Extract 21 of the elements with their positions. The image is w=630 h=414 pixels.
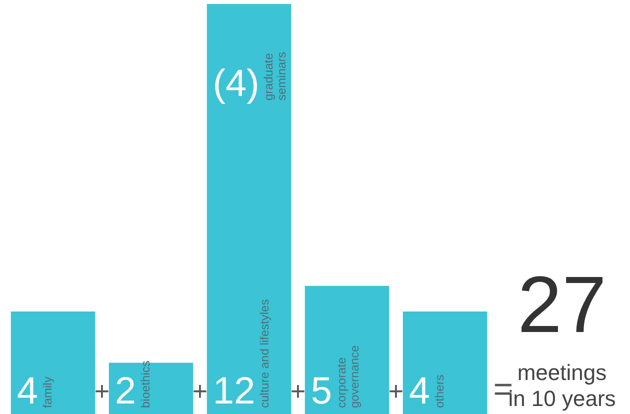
- text: 27: [518, 260, 606, 350]
- annotation: +: [192, 376, 208, 406]
- x-tick-label: culture and lifestyles: [257, 299, 272, 408]
- bar: [304, 286, 390, 414]
- bar: [402, 312, 488, 414]
- series-label: graduate seminars: [262, 52, 289, 100]
- annotation: +: [94, 376, 110, 406]
- annotation: +: [388, 376, 404, 406]
- x-tick-label: bioethics: [138, 360, 152, 408]
- x-tick-label: others: [432, 374, 446, 408]
- x-tick-label: corporate governance: [334, 344, 362, 408]
- bar: [108, 362, 194, 414]
- data-label: 2: [114, 370, 136, 412]
- data-label: 5: [310, 370, 332, 412]
- data-label: 4: [408, 370, 430, 412]
- data-label: 4: [16, 370, 38, 412]
- data-label: (4): [212, 62, 260, 105]
- bar: [10, 312, 96, 414]
- x-tick-label: family: [40, 376, 54, 408]
- data-label: 12: [212, 370, 256, 412]
- annotation: +: [290, 376, 306, 406]
